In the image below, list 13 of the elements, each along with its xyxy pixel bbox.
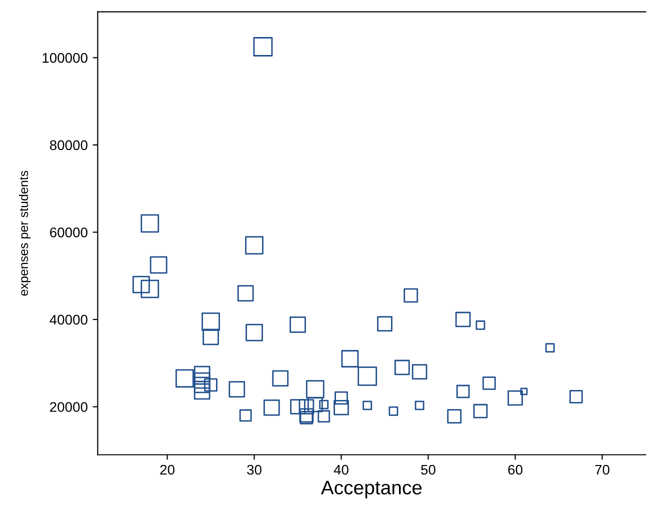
y-tick-label: 80000 xyxy=(50,140,88,150)
y-axis-title: expenses per students xyxy=(18,170,31,296)
x-axis-title: Acceptance xyxy=(320,480,422,498)
y-tick-label: 20000 xyxy=(50,402,88,412)
y-tick-label: 60000 xyxy=(50,228,88,238)
x-tick-label: 40 xyxy=(334,464,348,475)
x-tick-label: 30 xyxy=(247,464,262,475)
x-tick-label: 50 xyxy=(421,464,436,475)
y-tick-label: 40000 xyxy=(50,314,88,325)
x-tick-label: 60 xyxy=(508,464,522,475)
x-tick-label: 20 xyxy=(160,464,174,475)
y-tick-label: 100000 xyxy=(42,52,88,63)
x-tick-label: 70 xyxy=(595,464,610,475)
